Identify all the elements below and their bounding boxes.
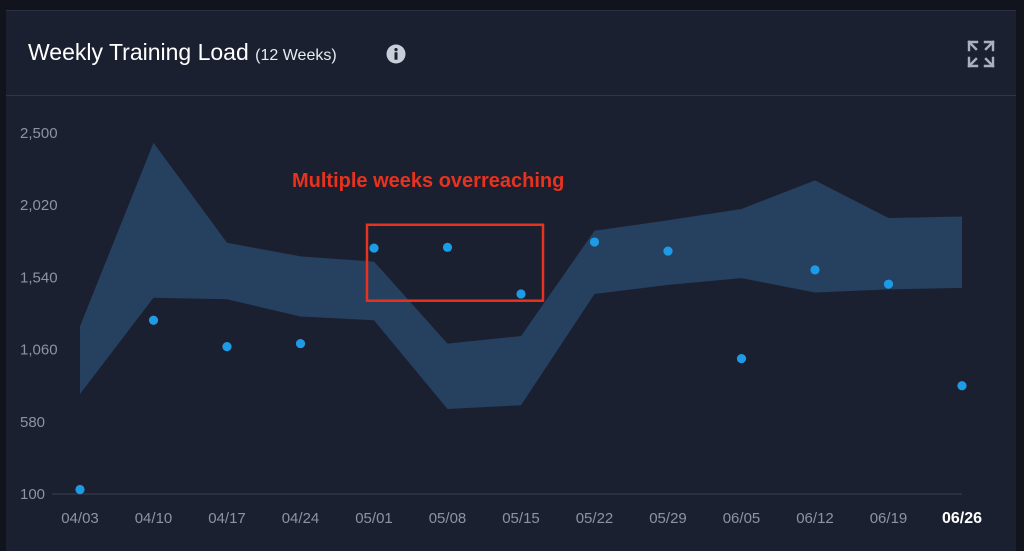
data-point[interactable] (295, 338, 306, 349)
y-tick-label: 2,020 (20, 197, 58, 214)
data-point[interactable] (148, 315, 159, 325)
data-point[interactable] (516, 289, 526, 299)
band-layer (80, 142, 962, 410)
data-point[interactable] (75, 484, 85, 495)
y-axis-ticks: 2,500 2,020 1,540 1,060 580 100 (20, 125, 58, 503)
data-point[interactable] (810, 265, 820, 275)
target-range-band (80, 142, 962, 410)
x-tick-label: 06/26 (942, 510, 982, 527)
x-axis-ticks: 04/03 04/10 04/17 04/24 05/01 05/08 05/15 05/22… (61, 510, 982, 527)
y-tick-label: 580 (20, 414, 45, 431)
y-tick-label: 1,060 (20, 342, 58, 359)
x-tick-label: 05/22 (576, 510, 614, 527)
x-tick-label: 04/24 (282, 510, 320, 527)
x-tick-label: 04/17 (208, 510, 246, 527)
x-tick-label: 05/29 (649, 510, 687, 527)
annotation-label: Multiple weeks overreaching (292, 170, 564, 192)
y-tick-label: 100 (20, 486, 45, 503)
info-circle-icon[interactable] (386, 44, 406, 64)
data-point[interactable] (736, 354, 747, 364)
data-point[interactable] (222, 341, 232, 352)
card-header: Weekly Training Load (12 Weeks) (6, 11, 1016, 96)
chart-subtitle: (12 Weeks) (255, 47, 337, 64)
chart-title: Weekly Training Load (12 Weeks) (28, 39, 337, 66)
data-points (75, 237, 967, 495)
x-tick-label: 06/05 (723, 510, 761, 527)
annotation-layer: Multiple weeks overreaching (292, 170, 564, 302)
x-tick-label: 05/01 (355, 510, 393, 527)
annotation-box (365, 223, 545, 302)
y-tick-label: 1,540 (20, 269, 58, 286)
data-point[interactable] (883, 279, 894, 289)
data-point[interactable] (957, 381, 967, 391)
data-point[interactable] (663, 246, 673, 256)
data-point[interactable] (369, 243, 379, 253)
expand-arrows-icon[interactable] (966, 39, 996, 69)
x-tick-label: 06/19 (870, 510, 908, 527)
x-tick-label: 06/12 (796, 510, 834, 527)
data-point[interactable] (442, 242, 453, 252)
y-tick-label: 2,500 (20, 125, 58, 142)
x-tick-label: 05/08 (429, 510, 467, 527)
data-point[interactable] (589, 237, 600, 247)
x-tick-label: 05/15 (502, 510, 540, 527)
x-tick-label: 04/03 (61, 510, 99, 527)
x-tick-label: 04/10 (135, 510, 173, 527)
chart-title-text: Weekly Training Load (28, 39, 249, 65)
